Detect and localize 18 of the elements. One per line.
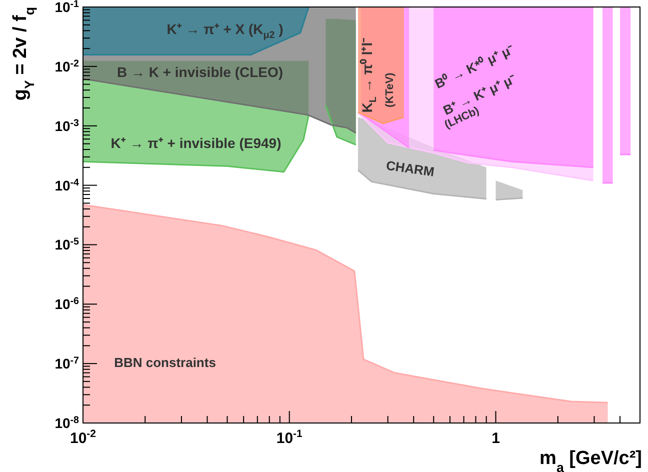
annotation: K⁺ → π⁺ + X (K$_{μ2}$) bbox=[166, 20, 284, 42]
x-tick-label: 10$^{-1}$ bbox=[276, 428, 303, 447]
y-tick-label: 10$^{-2}$ bbox=[54, 58, 80, 74]
annotation: K⁺ → π⁺ + invisible (E949) bbox=[110, 134, 282, 151]
annotation: B → K + invisible (CLEO) bbox=[116, 64, 284, 80]
y-tick-label: 10$^{-1}$ bbox=[54, 0, 80, 15]
x-axis-title: m$_{a}$ [GeV/c²] bbox=[540, 448, 642, 472]
y-tick-label: 10$^{-4}$ bbox=[54, 176, 80, 194]
y-tick-label: 10$^{-5}$ bbox=[54, 236, 80, 253]
annotation: (KTeV) bbox=[384, 72, 396, 108]
y-tick-label: 10$^{-8}$ bbox=[54, 414, 80, 431]
x-tick-label: 1 bbox=[492, 430, 500, 447]
annotation: CHARM bbox=[385, 158, 436, 180]
x-tick-label: 10$^{-2}$ bbox=[70, 428, 96, 447]
y-tick-label: 10$^{-7}$ bbox=[54, 355, 80, 372]
y-tick-label: 10$^{-6}$ bbox=[54, 296, 80, 312]
y-tick-label: 10$^{-3}$ bbox=[54, 117, 80, 134]
annotation: BBN constraints bbox=[114, 355, 216, 370]
